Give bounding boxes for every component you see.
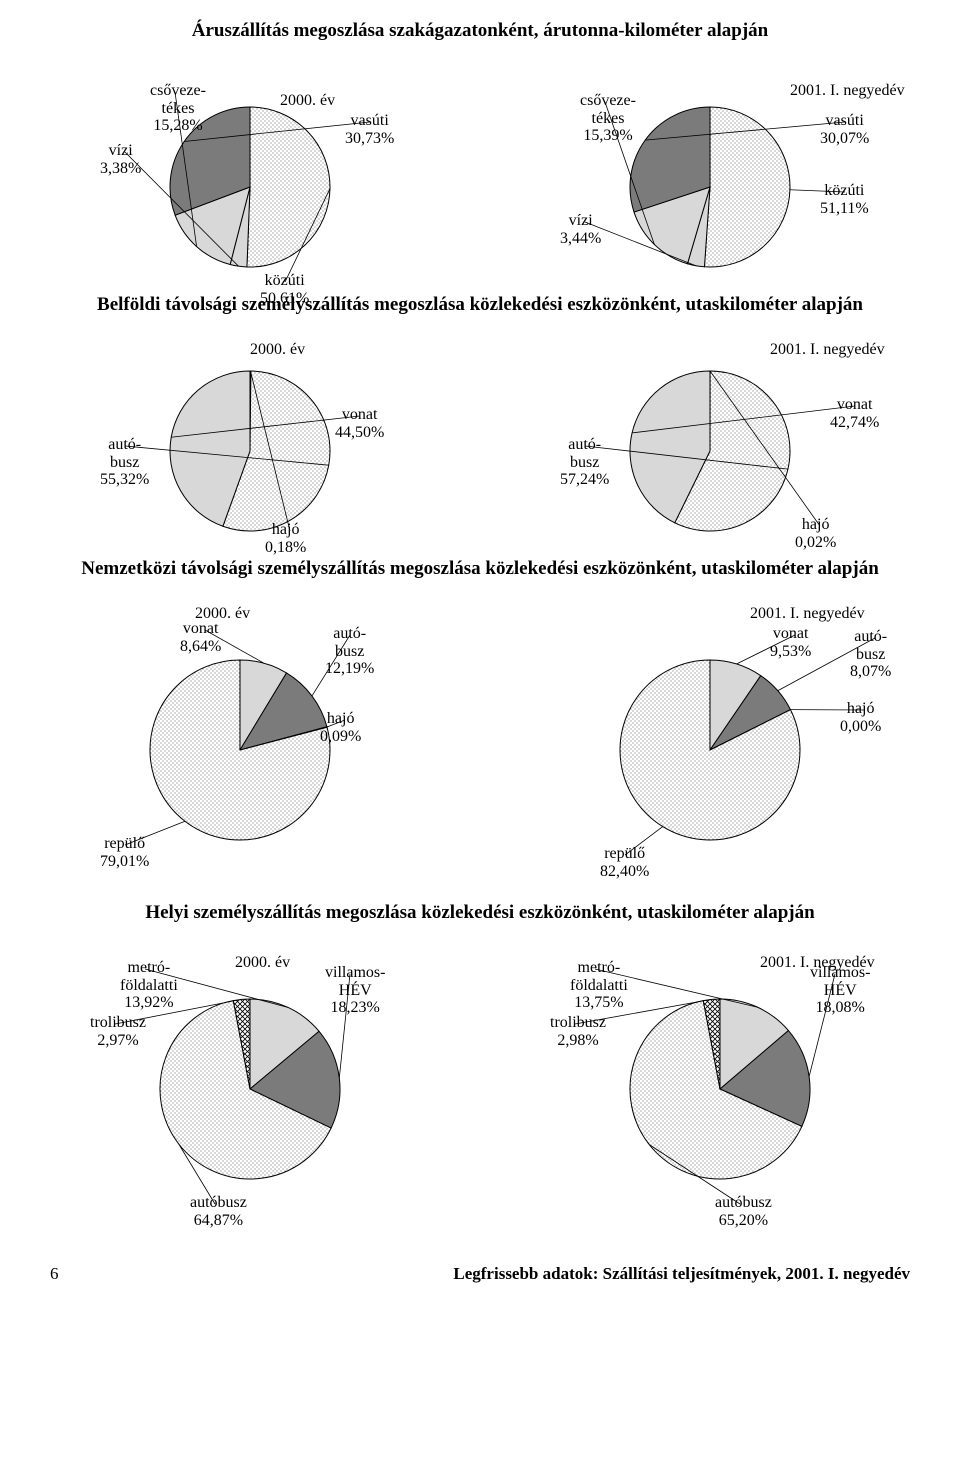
slice-label-kozuti: közúti 51,11%	[820, 182, 869, 217]
chart-period-label: 2000. év	[250, 341, 305, 359]
slice-label-hajo: hajó 0,00%	[840, 700, 881, 735]
source-citation: Legfrissebb adatok: Szállítási teljesítm…	[453, 1264, 910, 1284]
slice-label-auto: autó- busz 57,24%	[560, 436, 609, 489]
slice-label-vizi: vízi 3,38%	[100, 142, 141, 177]
slice-label-villamos: villamos- HÉV 18,08%	[810, 964, 870, 1017]
slice-label-auto: autó- busz 55,32%	[100, 436, 149, 489]
row-local: 2000. év metró- földalatti 13,92% villamos…	[40, 934, 920, 1234]
pie-chart	[520, 590, 900, 890]
chart-domestic-right: 2001. I. negyedévhajó 0,02%autó- busz 57…	[520, 326, 900, 546]
slice-label-vonat: vonat 8,64%	[180, 620, 221, 655]
slice-label-metro: metró- földalatti 13,92%	[120, 959, 178, 1012]
page-number: 6	[50, 1264, 59, 1284]
slice-label-vonat: vonat 9,53%	[770, 625, 811, 660]
slice-label-troli: trolibusz 2,97%	[90, 1014, 146, 1049]
section-title-freight: Áruszállítás megoszlása szakágazatonként…	[40, 20, 920, 42]
slice-label-vonat: vonat 44,50%	[335, 406, 384, 441]
page-footer: 6 Legfrissebb adatok: Szállítási teljesí…	[40, 1264, 920, 1284]
slice-label-csove: csőveze- tékes 15,28%	[150, 82, 206, 135]
chart-domestic-left: 2000. évhajó 0,18%autó- busz 55,32%vonat…	[60, 326, 440, 546]
slice-label-metro: metró- földalatti 13,75%	[570, 959, 628, 1012]
slice-label-troli: trolibusz 2,98%	[550, 1014, 606, 1049]
slice-label-hajo: hajó 0,18%	[265, 521, 306, 556]
chart-local-right: 2001. I. negyedévmetró- földalatti 13,75…	[520, 934, 900, 1234]
chart-international-left: 2000. évvonat 8,64%autó- busz 12,19%hajó…	[60, 590, 440, 890]
slice-label-auto: autó- busz 8,07%	[850, 628, 891, 681]
chart-period-label: 2000. év	[280, 92, 335, 110]
slice-label-auto: autó- busz 12,19%	[325, 625, 374, 678]
row-freight: 2000. évközúti 50,61%vízi 3,38%csőveze- …	[40, 52, 920, 282]
chart-period-label: 2001. I. negyedév	[770, 341, 885, 359]
row-international: 2000. évvonat 8,64%autó- busz 12,19%hajó…	[40, 590, 920, 890]
section-title-international: Nemzetközi távolsági személyszállítás me…	[40, 558, 920, 580]
chart-period-label: 2001. I. negyedév	[790, 82, 905, 100]
chart-freight-right: 2001. I. negyedévközúti 51,11%vízi 3,44%…	[520, 52, 900, 282]
slice-label-vasuti: vasúti 30,07%	[820, 112, 869, 147]
section-title-local: Helyi személyszállítás megoszlása közlek…	[40, 902, 920, 924]
slice-label-autobusz: autóbusz 64,87%	[190, 1194, 247, 1229]
slice-label-repulo: repülő 82,40%	[600, 845, 649, 880]
chart-freight-left: 2000. évközúti 50,61%vízi 3,38%csőveze- …	[60, 52, 440, 282]
chart-local-left: 2000. év metró- földalatti 13,92% villamos…	[60, 934, 440, 1234]
slice-label-vasuti: vasúti 30,73%	[345, 112, 394, 147]
slice-label-vizi: vízi 3,44%	[560, 212, 601, 247]
slice-label-vonat: vonat 42,74%	[830, 396, 879, 431]
slice-label-villamos: villamos- HÉV 18,23%	[325, 964, 385, 1017]
slice-label-csove: csőveze- tékes 15,39%	[580, 92, 636, 145]
slice-label-hajo: hajó 0,02%	[795, 516, 836, 551]
slice-label-kozuti: közúti 50,61%	[260, 272, 309, 307]
section-title-domestic: Belföldi távolsági személyszállítás mego…	[40, 294, 920, 316]
slice-label-repulo: repülő 79,01%	[100, 835, 149, 870]
chart-period-label: 2000. év	[235, 954, 290, 972]
chart-period-label: 2001. I. negyedév	[750, 605, 865, 623]
slice-label-autobusz: autóbusz 65,20%	[715, 1194, 772, 1229]
row-domestic: 2000. évhajó 0,18%autó- busz 55,32%vonat…	[40, 326, 920, 546]
chart-international-right: 2001. I. negyedév vonat 9,53% autó- busz 8…	[520, 590, 900, 890]
slice-label-hajo: hajó 0,09%	[320, 710, 361, 745]
